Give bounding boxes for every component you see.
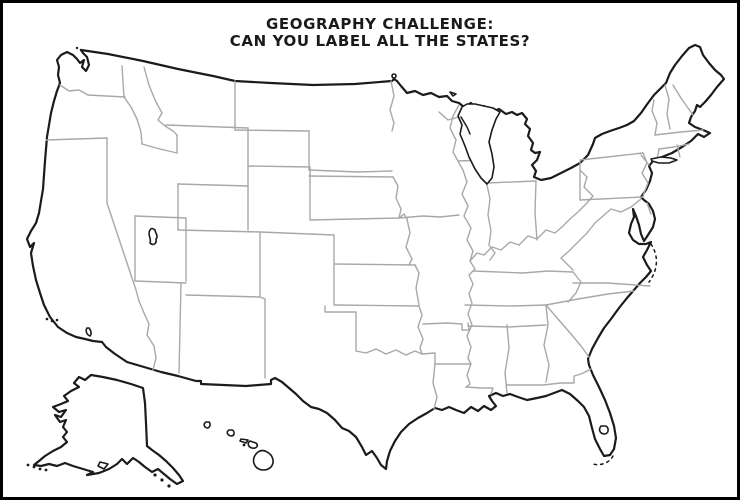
- state-border-line: [138, 300, 157, 371]
- alaska-coastline: [32, 373, 185, 486]
- state-border-line: [414, 264, 420, 306]
- outer-banks-dashed: [648, 243, 658, 283]
- state-borders: [45, 65, 704, 410]
- aleutian-islands-dots: [26, 463, 48, 472]
- us-map: [25, 43, 726, 488]
- state-border-line: [545, 304, 590, 358]
- state-border-line: [464, 304, 547, 307]
- state-border-line: [308, 169, 393, 173]
- state-border-line: [417, 305, 424, 355]
- salton-sea: [85, 327, 92, 337]
- hawaii-islands: [203, 421, 274, 471]
- state-border-line: [640, 154, 650, 166]
- lake-michigan: [457, 103, 501, 185]
- alaska-outline: [26, 373, 185, 488]
- state-border-line: [398, 214, 460, 219]
- title-line-2: CAN YOU LABEL ALL THE STATES?: [229, 32, 531, 50]
- channel-islands-dots: [45, 317, 59, 323]
- state-border-line: [658, 143, 690, 150]
- isle-royale: [449, 91, 457, 97]
- lake-of-the-woods: [391, 73, 397, 79]
- state-border-line: [672, 84, 694, 116]
- conus-coastline: [25, 43, 726, 471]
- state-border-line: [121, 65, 125, 98]
- kauai-island: [203, 421, 211, 429]
- comic-title: GEOGRAPHY CHALLENGE: CAN YOU LABEL ALL T…: [3, 15, 737, 50]
- state-border-line: [143, 66, 178, 136]
- state-border-line: [259, 231, 335, 236]
- state-border-line: [185, 294, 261, 298]
- state-border-line: [560, 222, 596, 271]
- state-border-line: [504, 324, 510, 394]
- state-border-line: [123, 96, 143, 145]
- state-border-line: [177, 229, 261, 233]
- state-border-line: [45, 137, 108, 141]
- state-border-line: [579, 152, 644, 161]
- state-border-line: [472, 270, 574, 274]
- state-border-line: [324, 305, 357, 352]
- great-lakes: [449, 91, 501, 185]
- san-juan-islands-dots: [75, 46, 83, 52]
- state-border-line: [486, 180, 537, 184]
- state-border-line: [422, 322, 470, 331]
- great-salt-lake: [148, 227, 158, 246]
- state-border-line: [432, 363, 438, 410]
- state-border-line: [579, 196, 644, 201]
- state-border-line: [177, 183, 249, 187]
- state-border-line: [106, 137, 140, 302]
- state-border-line: [141, 143, 178, 154]
- state-border-line: [654, 129, 704, 136]
- state-border-line: [134, 280, 187, 284]
- state-border-line: [59, 84, 126, 98]
- state-border-line: [259, 296, 266, 379]
- title-line-1: GEOGRAPHY CHALLENGE:: [265, 15, 495, 33]
- state-border-line: [664, 84, 671, 130]
- state-border-line: [486, 184, 496, 261]
- state-border-line: [389, 80, 395, 132]
- state-border-line: [465, 386, 494, 395]
- state-border-line: [646, 202, 652, 215]
- state-border-line: [461, 169, 476, 388]
- state-border-line: [572, 282, 651, 287]
- coastal-details: [45, 46, 658, 466]
- big-island: [252, 449, 274, 471]
- kodiak-island: [97, 461, 109, 470]
- state-border-line: [545, 290, 635, 306]
- state-border-line: [469, 195, 594, 262]
- state-border-line: [594, 198, 642, 224]
- state-border-line: [651, 99, 658, 136]
- state-border-line: [543, 304, 550, 383]
- state-border-line: [567, 271, 582, 303]
- state-border-line: [309, 213, 408, 221]
- state-border-line: [467, 324, 547, 328]
- green-bay: [460, 116, 471, 135]
- oahu-island: [226, 429, 235, 437]
- molokai-island: [239, 438, 249, 444]
- lake-okeechobee: [598, 425, 609, 435]
- state-border-line: [506, 368, 592, 386]
- alexander-archipelago-dots: [153, 473, 171, 488]
- inland-lakes: [85, 73, 609, 435]
- state-border-line: [178, 282, 182, 374]
- state-border-line: [392, 176, 402, 219]
- maui-island: [247, 440, 258, 449]
- contiguous-us-outline: [25, 43, 726, 471]
- state-border-line: [334, 304, 420, 307]
- state-border-line: [355, 348, 423, 356]
- state-border-line: [308, 175, 394, 178]
- state-border-line: [534, 180, 538, 241]
- state-border-line: [421, 352, 436, 365]
- state-border-line: [334, 263, 416, 266]
- state-border-line: [676, 144, 681, 158]
- state-border-line: [405, 218, 413, 266]
- state-border-line: [234, 129, 310, 132]
- long-island: [650, 156, 678, 164]
- florida-keys-dashed: [592, 455, 614, 466]
- state-border-line: [580, 170, 594, 197]
- state-border-line: [247, 165, 311, 221]
- state-border-line: [134, 215, 187, 219]
- lanai-island: [242, 443, 246, 447]
